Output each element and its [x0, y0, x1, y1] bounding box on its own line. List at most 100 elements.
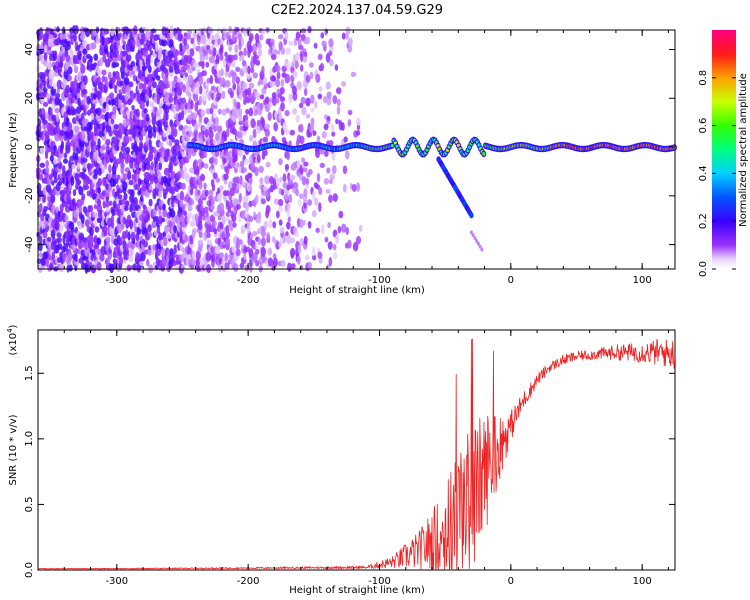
heat-cell [117, 44, 123, 52]
heat-cell [328, 140, 334, 147]
heat-cell [195, 250, 201, 261]
heat-cell [114, 48, 119, 58]
heat-cell [261, 229, 266, 238]
heat-cell [131, 104, 135, 111]
heat-cell [172, 260, 178, 267]
heat-cell [108, 164, 112, 174]
heat-cell [328, 194, 333, 203]
heat-cell [301, 157, 306, 163]
heat-cell [264, 123, 271, 130]
heat-cell [66, 195, 72, 201]
heat-cell [259, 34, 264, 41]
heat-cell [183, 210, 188, 217]
heat-cell [256, 154, 261, 163]
heat-cell [286, 62, 291, 73]
heat-cell [290, 174, 296, 181]
heat-cell [38, 235, 43, 243]
heat-cell [279, 86, 285, 95]
heat-cell [245, 108, 250, 115]
heat-cell [84, 219, 90, 228]
heat-cell [95, 35, 100, 45]
heat-cell [72, 198, 76, 207]
heat-cell [280, 259, 286, 268]
heat-cell [55, 113, 60, 123]
heat-cell [90, 42, 97, 50]
heat-cell [248, 215, 254, 223]
heat-cell [246, 27, 252, 35]
heat-cell [263, 221, 268, 229]
heat-cell [71, 108, 77, 116]
heat-cell [289, 247, 296, 257]
heat-cell [52, 32, 58, 39]
heat-cell [156, 249, 161, 256]
heat-cell [239, 90, 243, 101]
heat-cell [282, 233, 286, 244]
x-tick-label: 0 [508, 275, 514, 286]
heat-cell [326, 91, 332, 99]
heat-cell [64, 214, 69, 223]
heat-cell [53, 50, 58, 57]
heat-cell [150, 55, 154, 63]
heat-cell [331, 131, 336, 137]
heat-cell [288, 193, 293, 203]
heat-cell [126, 264, 132, 272]
heat-cell [145, 113, 150, 122]
heat-cell [347, 37, 353, 48]
heat-cell [305, 113, 311, 119]
heat-cell [249, 173, 253, 179]
heat-cell [332, 95, 338, 104]
heat-cell [51, 251, 56, 261]
heat-cell [112, 105, 117, 116]
heat-cell [250, 66, 255, 74]
heat-cell [94, 226, 100, 233]
heat-cell [35, 167, 42, 175]
heat-cell [303, 51, 308, 57]
heat-cell [310, 107, 315, 113]
heat-cell [187, 125, 192, 132]
heat-cell [133, 197, 139, 207]
heat-cell [62, 158, 69, 164]
heat-cell [182, 203, 186, 211]
heat-cell [307, 221, 312, 229]
heat-cell [203, 182, 207, 190]
heat-cell [147, 124, 153, 134]
heat-cell [240, 37, 245, 47]
heat-cell [287, 262, 292, 273]
heat-cell [264, 128, 271, 137]
heat-cell [129, 96, 134, 103]
heat-cell [320, 32, 325, 39]
heat-cell [273, 98, 280, 104]
heat-cell [121, 181, 128, 191]
heat-cell [74, 152, 79, 161]
heat-cell [292, 85, 297, 95]
heat-cell [166, 233, 172, 239]
heat-cell [295, 114, 300, 123]
heat-cell [250, 161, 255, 171]
heat-cell [220, 76, 226, 85]
heat-cell [278, 219, 283, 226]
heat-cell [68, 264, 73, 272]
spectrogram-heatmap [35, 25, 677, 274]
heat-cell [48, 188, 54, 196]
heat-cell [315, 227, 320, 233]
heat-cell [345, 26, 351, 35]
heat-cell [128, 179, 134, 186]
heat-cell [337, 225, 342, 234]
heat-cell [313, 42, 318, 49]
heat-cell [97, 177, 103, 187]
heat-cell [113, 56, 119, 62]
heat-cell [187, 29, 192, 36]
heat-cell [103, 28, 110, 35]
heat-cell [72, 145, 77, 153]
heat-cell [232, 82, 237, 90]
heat-cell [240, 54, 245, 61]
heat-cell [300, 28, 307, 34]
heat-cell [197, 189, 201, 196]
heat-cell [61, 52, 66, 62]
heat-cell [217, 214, 222, 221]
heat-cell [53, 158, 58, 165]
heat-cell [223, 133, 228, 142]
heat-cell [229, 90, 234, 99]
heat-cell [84, 184, 90, 191]
